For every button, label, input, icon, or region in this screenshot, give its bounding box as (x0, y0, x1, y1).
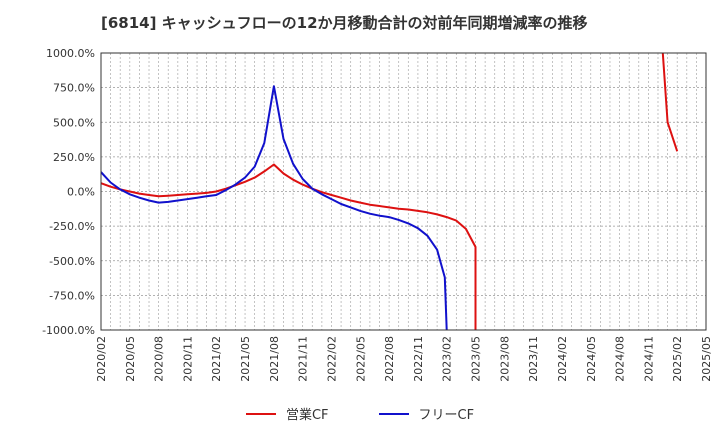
y-tick-label: -250.0% (49, 220, 95, 233)
grid (100, 52, 707, 331)
series-line-operating-cf-segment-2 (661, 53, 679, 152)
x-tick-label: 2025/05 (700, 336, 713, 382)
y-tick-label: 0.0% (67, 186, 95, 199)
x-tick-label: 2022/02 (325, 336, 338, 382)
x-tick-label: 2021/05 (239, 336, 252, 382)
x-tick-label: 2022/11 (412, 336, 425, 382)
x-tick-label: 2022/08 (383, 336, 396, 382)
plot-frame (100, 52, 707, 331)
series-lines (101, 53, 679, 330)
legend-label-operating-cf: 営業CF (285, 408, 329, 423)
y-tick-label: 1000.0% (46, 47, 95, 60)
x-tick-label: 2024/08 (614, 336, 627, 382)
x-tick-label: 2025/02 (671, 336, 684, 382)
legend-swatch-free-cf (378, 412, 409, 415)
chart-title: [6814] キャッシュフローの12か月移動合計の対前年同期増減率の推移 (101, 14, 588, 32)
legend-swatch-operating-cf (245, 412, 276, 415)
y-tick-label: -500.0% (49, 255, 95, 268)
x-axis-ticks: 2020/02 2020/05 2020/08 2020/11 2021/02 2021/… (95, 336, 713, 382)
x-tick-label: 2021/11 (297, 336, 310, 382)
x-tick-label: 2022/05 (354, 336, 367, 382)
x-tick-label: 2021/02 (210, 336, 223, 382)
x-tick-label: 2020/02 (95, 336, 108, 382)
series-line-free-cf (101, 85, 448, 330)
x-tick-label: 2020/08 (153, 336, 166, 382)
y-tick-label: -750.0% (49, 289, 95, 302)
line-chart: 1000.0% 750.0% 500.0% 250.0% 0.0% -250.0% -500… (42, 47, 713, 382)
legend-item-operating-cf: 営業CF (245, 404, 329, 423)
y-axis-ticks: 1000.0% 750.0% 500.0% 250.0% 0.0% -250.0% -500… (42, 47, 95, 337)
x-tick-label: 2021/08 (268, 336, 281, 382)
x-tick-label: 2020/05 (124, 336, 137, 382)
y-tick-label: -1000.0% (42, 324, 95, 337)
y-tick-label: 500.0% (53, 116, 95, 129)
y-tick-label: 250.0% (53, 151, 95, 164)
x-tick-label: 2020/11 (181, 336, 194, 382)
legend-label-free-cf: フリーCF (418, 408, 475, 423)
x-tick-label: 2023/11 (527, 336, 540, 382)
x-tick-label: 2023/08 (498, 336, 511, 382)
x-tick-label: 2024/02 (556, 336, 569, 382)
x-tick-label: 2023/02 (441, 336, 454, 382)
legend: 営業CF フリーCF (0, 404, 720, 423)
x-tick-label: 2023/05 (470, 336, 483, 382)
legend-item-free-cf: フリーCF (378, 404, 475, 423)
series-line-operating-cf (101, 163, 477, 330)
x-tick-label: 2024/11 (642, 336, 655, 382)
y-tick-label: 750.0% (53, 82, 95, 95)
x-tick-label: 2024/05 (585, 336, 598, 382)
